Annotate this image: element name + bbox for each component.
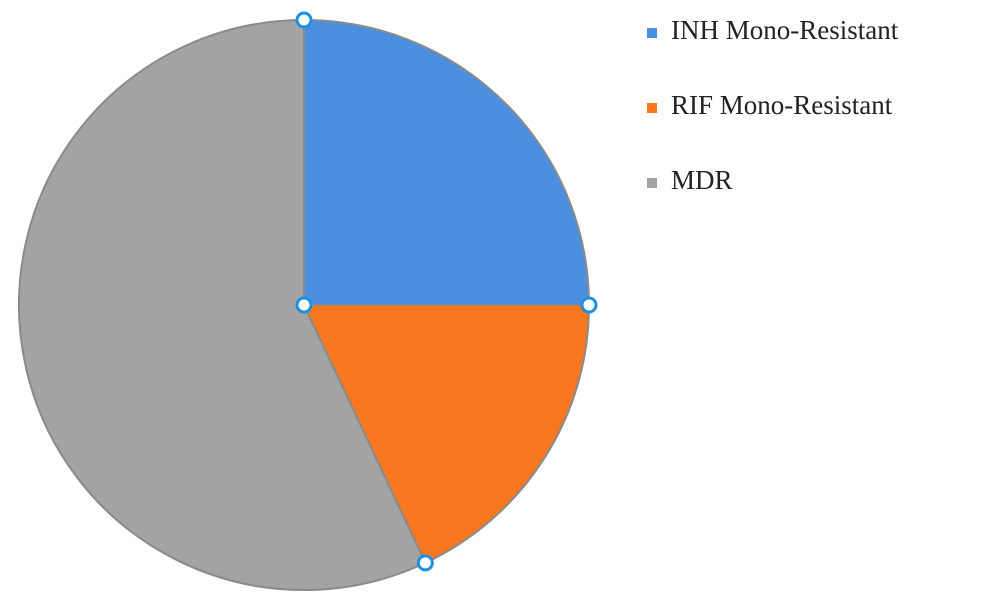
selection-handle <box>295 296 313 314</box>
selection-handle <box>580 296 598 314</box>
pie-slice <box>302 304 591 565</box>
pie-slice <box>303 18 591 306</box>
selection-handle <box>416 554 434 572</box>
legend-swatch <box>647 103 657 113</box>
legend-label: RIF Mono-Resistant <box>671 90 893 120</box>
legend-swatch <box>647 28 657 38</box>
legend-swatch <box>647 178 657 188</box>
legend-label: MDR <box>671 165 733 195</box>
legend-label: INH Mono-Resistant <box>671 15 899 45</box>
selection-handle <box>295 11 313 29</box>
pie-slice <box>18 18 427 591</box>
